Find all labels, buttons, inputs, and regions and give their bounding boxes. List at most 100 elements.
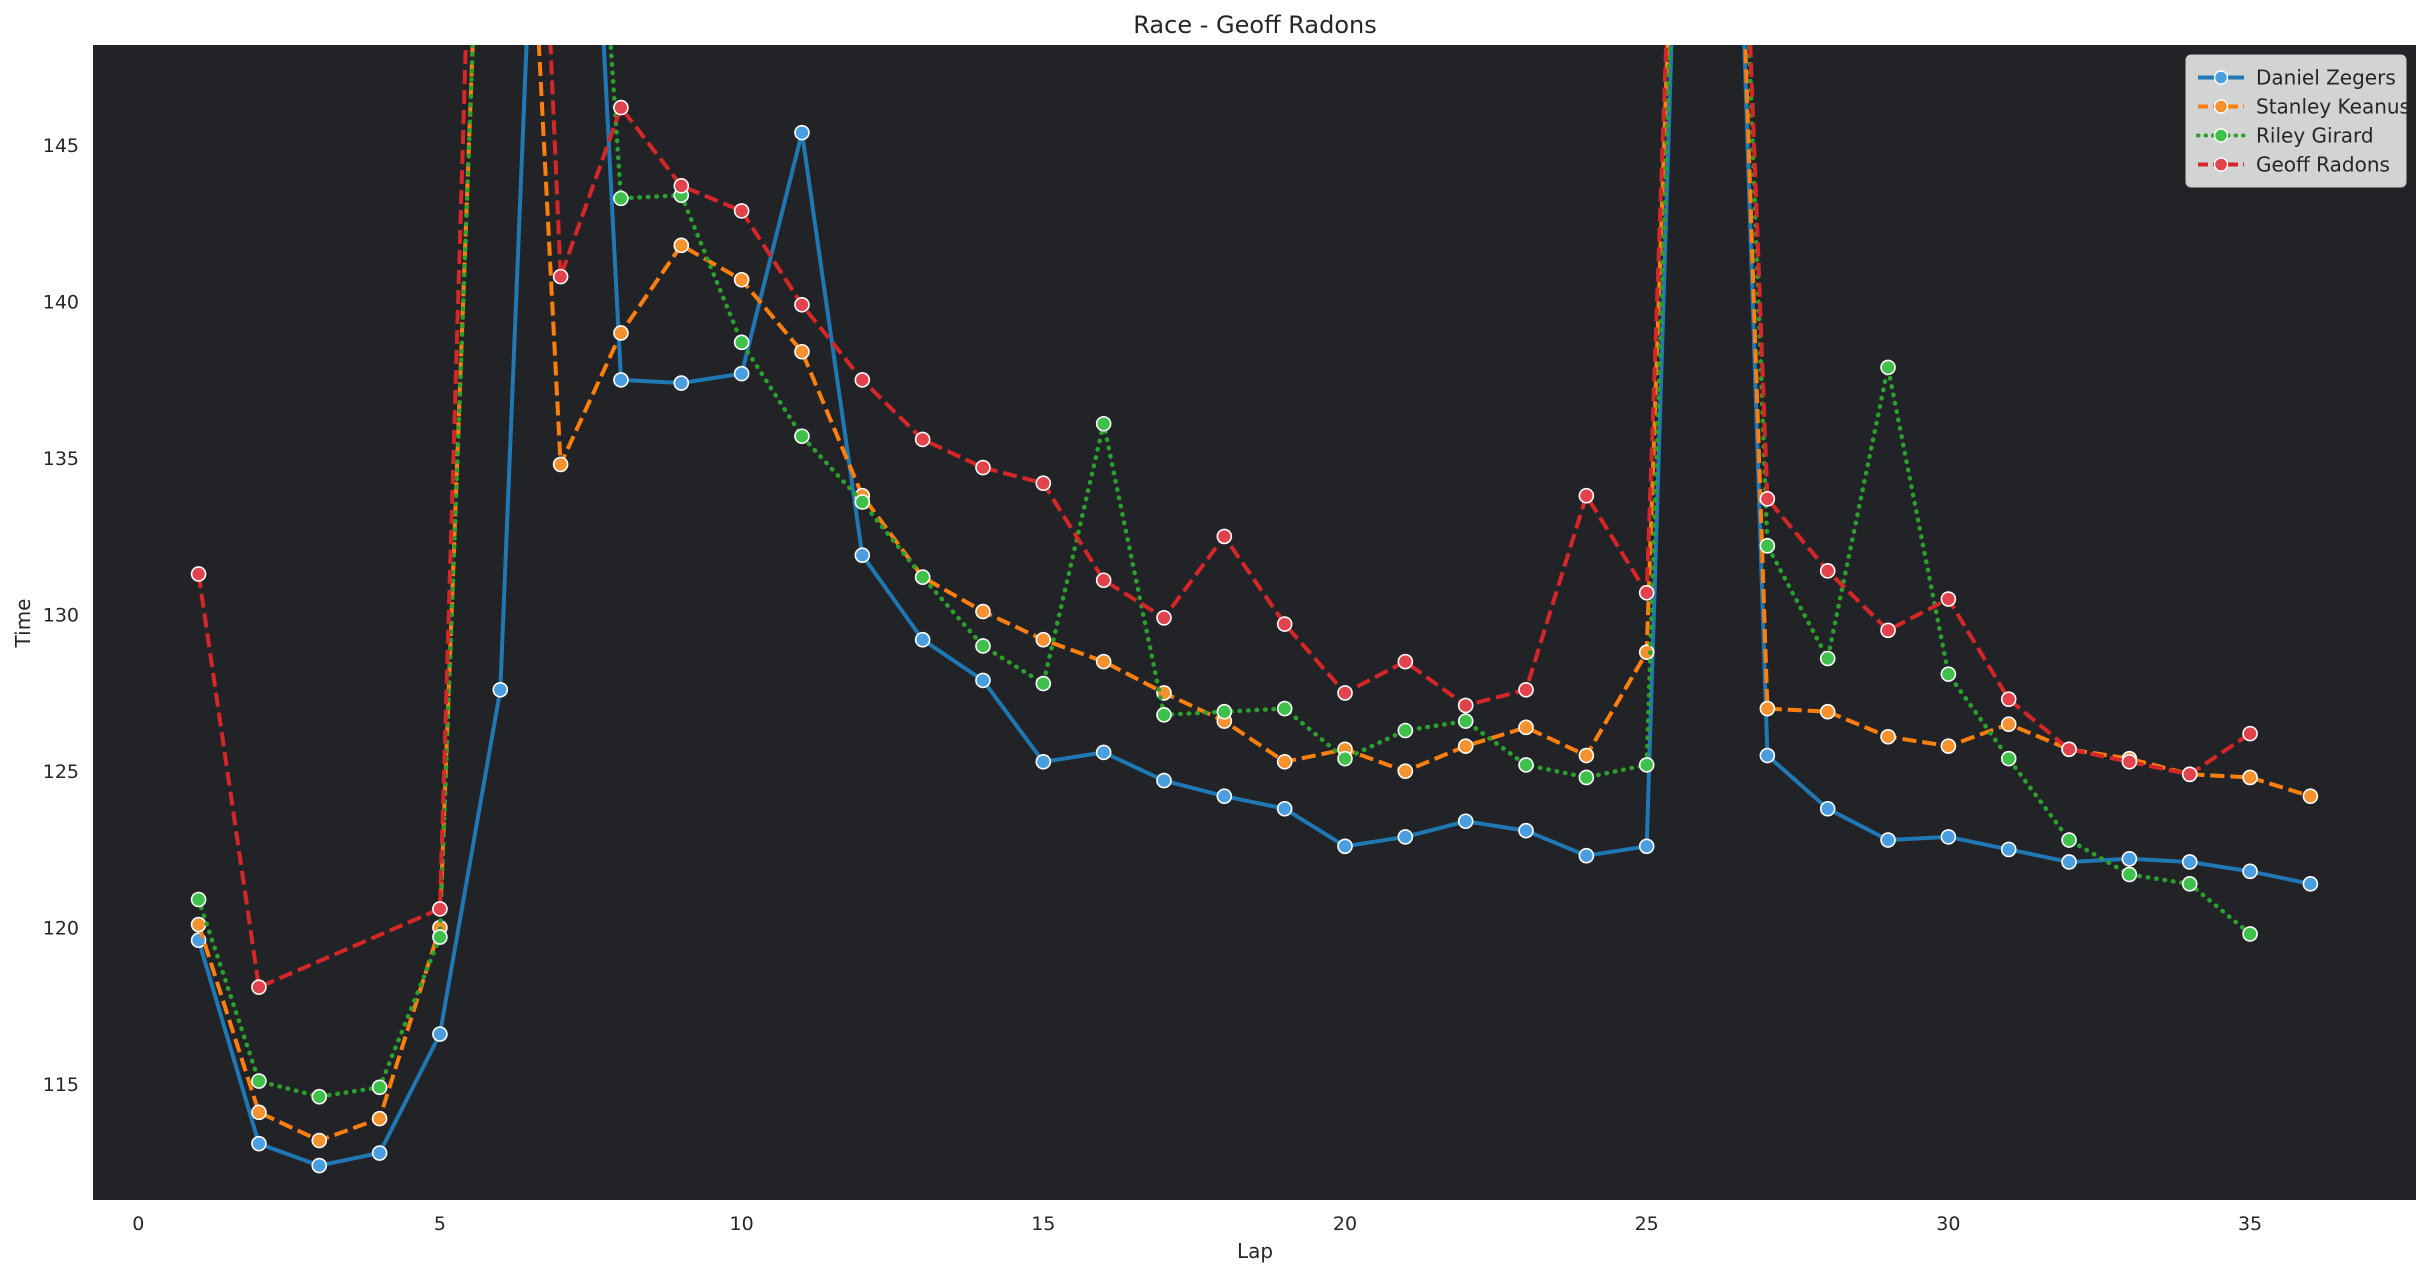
series-daniel-zegers (190, 45, 2319, 1174)
legend-box (2185, 54, 2407, 188)
data-point (2302, 788, 2319, 805)
data-point (2061, 832, 2077, 848)
y-tick-label: 130 (43, 605, 79, 627)
data-point (914, 631, 931, 648)
legend-item: Daniel Zegers (2198, 66, 2396, 90)
data-point (1095, 415, 1112, 432)
data-point (371, 1110, 388, 1127)
x-axis-label: Lap (1237, 1239, 1273, 1263)
data-point (492, 681, 509, 698)
data-point (1578, 747, 1595, 764)
data-point (794, 343, 810, 360)
data-point (2181, 766, 2198, 783)
legend-marker (2213, 128, 2229, 143)
data-point (2242, 863, 2258, 880)
data-point (190, 566, 207, 582)
data-point (251, 1073, 267, 1089)
legend-item: Geoff Radons (2198, 153, 2390, 177)
data-point (794, 428, 810, 445)
y-tick-label: 135 (43, 448, 79, 470)
data-point (1095, 744, 1112, 761)
data-point (1397, 829, 1414, 845)
data-point (2000, 716, 2017, 733)
data-point (854, 372, 871, 388)
series-layer (190, 45, 2319, 1174)
x-tick-label: 10 (730, 1213, 754, 1235)
data-point (1035, 675, 1052, 692)
data-point (552, 456, 569, 473)
x-tick-label: 15 (1031, 1213, 1055, 1235)
data-point (2242, 926, 2258, 942)
legend: Daniel Zegers Stanley Keanus Riley Girard G… (2185, 54, 2410, 188)
data-point (1819, 650, 1836, 667)
data-point (1095, 653, 1112, 670)
data-point (733, 271, 750, 288)
data-point (975, 603, 991, 620)
data-point (794, 124, 810, 141)
data-point (2000, 750, 2017, 767)
data-point (2242, 769, 2258, 786)
data-point (673, 375, 690, 391)
data-point (914, 569, 931, 585)
data-point (371, 1145, 388, 1161)
data-point (311, 1132, 328, 1149)
data-point (1880, 728, 1896, 745)
data-point (1337, 750, 1353, 767)
legend-label: Daniel Zegers (2256, 66, 2396, 90)
data-point (1759, 747, 1776, 764)
data-point (854, 547, 871, 564)
series-line (196, 45, 2252, 990)
data-point (613, 99, 629, 116)
data-point (2242, 725, 2258, 742)
data-point (1819, 703, 1836, 720)
data-point (2000, 691, 2017, 707)
y-tick-label: 145 (43, 135, 79, 157)
data-point (1759, 700, 1776, 717)
data-point (2181, 876, 2198, 892)
data-point (1276, 753, 1293, 770)
data-point (2061, 741, 2077, 758)
data-point (2302, 876, 2319, 892)
data-point (1940, 829, 1957, 845)
data-point (251, 979, 267, 995)
data-point (1759, 538, 1776, 554)
data-point (2181, 854, 2198, 870)
data-point (552, 268, 569, 285)
data-point (914, 431, 931, 448)
data-point (190, 891, 207, 908)
data-point (613, 372, 629, 388)
data-point (1216, 528, 1233, 545)
data-point (794, 296, 810, 313)
data-point (975, 672, 991, 689)
data-point (1518, 681, 1534, 698)
data-point (1156, 772, 1172, 789)
y-tick-label: 125 (43, 761, 79, 783)
tick-layer: 0 5 10 15 20 25 30 35 115 120 125 130 135 140 145 (43, 135, 2262, 1235)
data-point (1578, 487, 1595, 504)
data-point (1759, 491, 1776, 507)
data-point (1095, 572, 1112, 589)
data-point (1638, 584, 1655, 601)
data-point (1457, 713, 1474, 729)
data-point (1337, 685, 1353, 701)
data-point (2061, 854, 2077, 870)
data-point (1457, 738, 1474, 754)
data-point (1156, 610, 1172, 626)
legend-label: Stanley Keanus (2256, 95, 2410, 119)
data-point (432, 1026, 448, 1042)
series-geoff-radons (190, 45, 2258, 995)
data-point (733, 203, 750, 219)
x-tick-label: 35 (2238, 1213, 2262, 1235)
data-point (613, 325, 629, 341)
data-point (1276, 616, 1293, 632)
data-point (371, 1079, 388, 1096)
data-point (975, 459, 991, 476)
data-point (673, 178, 690, 194)
y-tick-label: 115 (43, 1074, 79, 1096)
x-tick-label: 30 (1936, 1213, 1960, 1235)
series-line (196, 45, 2311, 1168)
data-point (1035, 631, 1052, 648)
data-point (1518, 719, 1534, 736)
data-point (2121, 753, 2138, 770)
